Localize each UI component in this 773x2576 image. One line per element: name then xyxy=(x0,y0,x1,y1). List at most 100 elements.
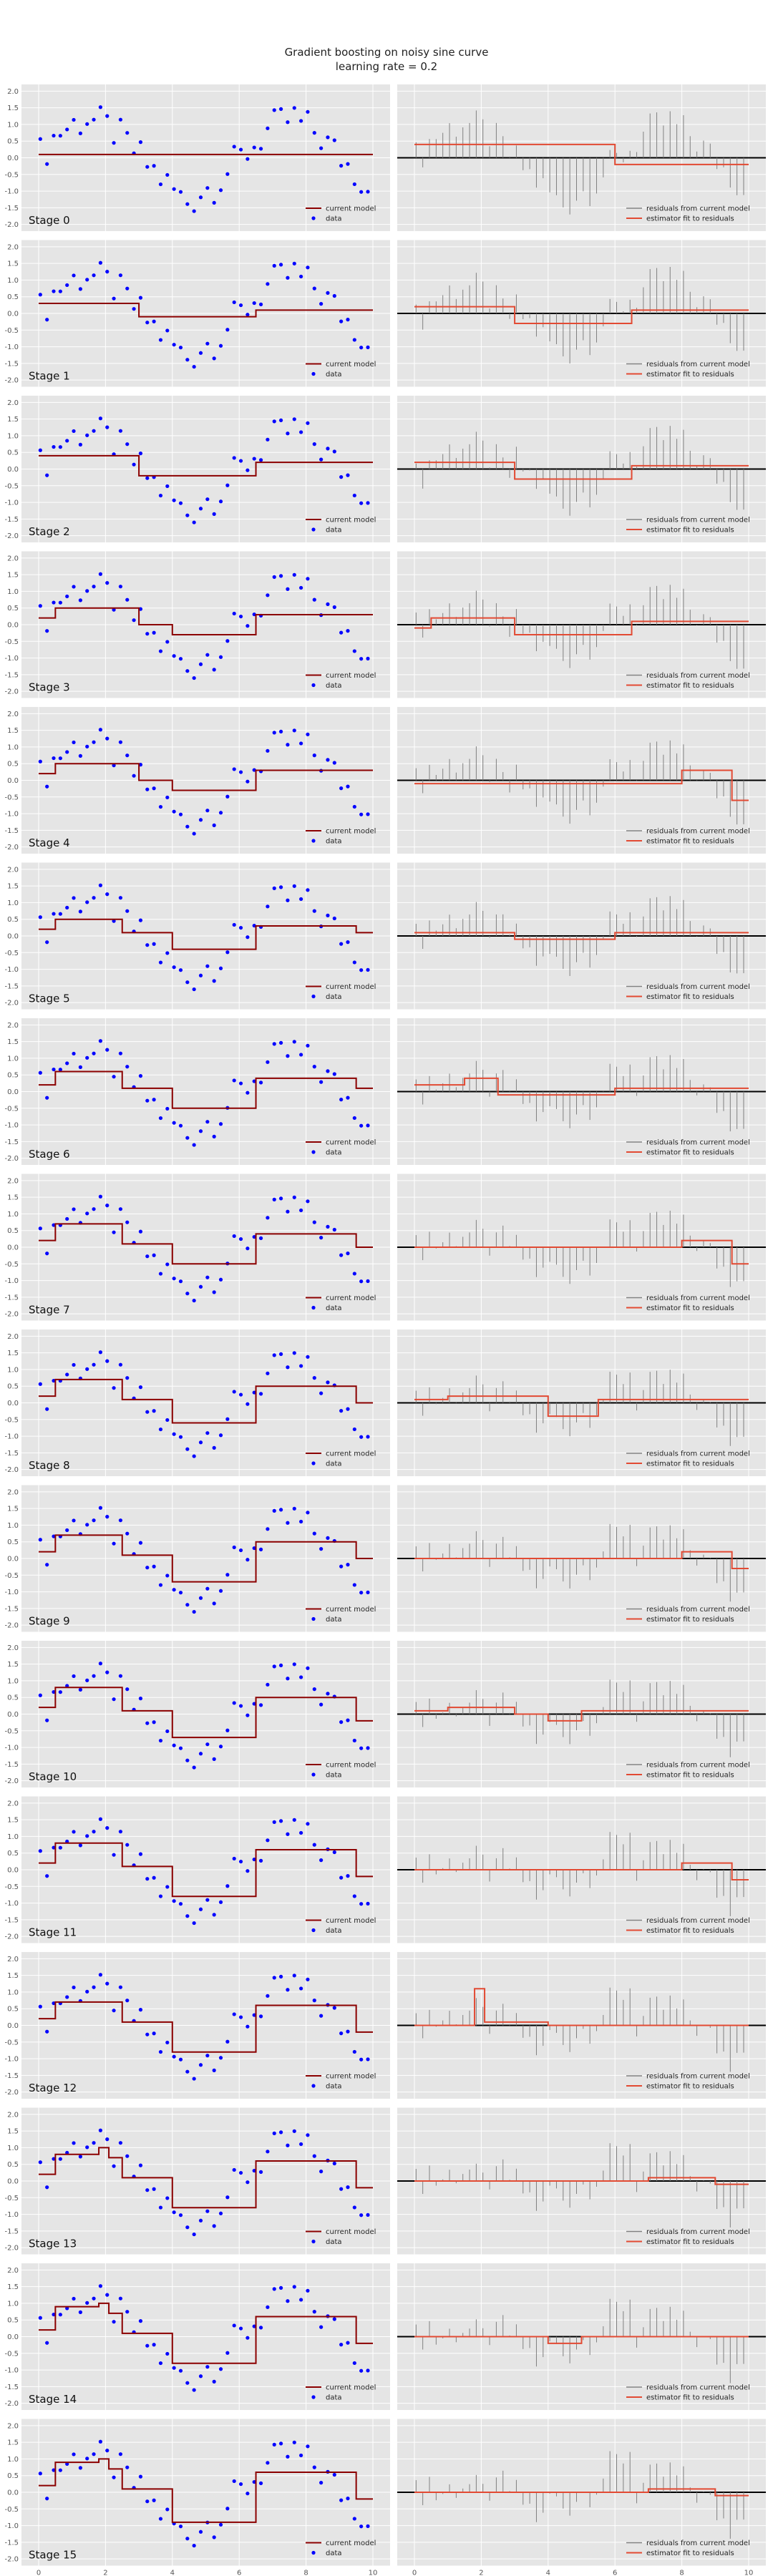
data-point xyxy=(339,2031,344,2036)
y-tick-label: 0.0 xyxy=(7,1244,19,1252)
data-point xyxy=(192,1609,196,1614)
data-point xyxy=(366,190,370,194)
data-point xyxy=(205,341,210,346)
legend-estimator-label: estimator fit to residuals xyxy=(646,2238,734,2246)
data-point xyxy=(312,1065,316,1069)
y-tick-label: 1.0 xyxy=(7,743,19,751)
data-point xyxy=(152,2031,156,2036)
estimator-line xyxy=(414,462,749,480)
data-point xyxy=(58,2313,62,2317)
data-point xyxy=(45,2341,49,2345)
data-point xyxy=(266,1216,270,1220)
data-point xyxy=(125,597,130,602)
data-point xyxy=(286,1988,290,1992)
data-point xyxy=(298,1208,303,1213)
y-tick-label: 1.0 xyxy=(7,2456,19,2464)
y-tick-label: -0.5 xyxy=(4,171,19,179)
legend-data-swatch xyxy=(311,2550,316,2555)
data-point xyxy=(218,2522,223,2527)
legend-model-label: current model xyxy=(326,1606,376,1614)
data-point xyxy=(65,283,69,288)
data-point xyxy=(178,1746,183,1750)
data-point xyxy=(152,319,156,323)
data-point xyxy=(38,293,42,297)
data-point xyxy=(278,1196,283,1201)
data-point xyxy=(272,419,276,424)
y-tick-label: 0.5 xyxy=(7,605,19,613)
data-point xyxy=(98,1662,102,1666)
data-point xyxy=(138,2163,143,2167)
y-tick-label: -1.5 xyxy=(4,1138,19,1146)
data-point xyxy=(138,2319,143,2323)
data-point xyxy=(272,2131,276,2135)
current-model-line xyxy=(39,1378,373,1424)
y-tick-label: 2.0 xyxy=(7,2111,19,2119)
data-point xyxy=(319,457,324,462)
data-point xyxy=(218,2211,223,2215)
data-point xyxy=(212,2224,216,2228)
data-point xyxy=(346,1252,350,1256)
legend-residuals-label: residuals from current model xyxy=(646,1294,750,1302)
data-point xyxy=(38,2472,42,2476)
current-model-line xyxy=(39,1534,373,1583)
y-tick-label: 0.0 xyxy=(7,777,19,785)
data-point xyxy=(218,1589,223,1593)
y-tick-label: -0.5 xyxy=(4,2195,19,2202)
data-point xyxy=(212,2068,216,2072)
legend-model-label: current model xyxy=(326,2228,376,2236)
y-tick-label: -2.0 xyxy=(4,1000,19,1008)
data-point xyxy=(346,2497,350,2501)
data-point xyxy=(326,913,330,917)
data-point xyxy=(245,1713,250,1717)
data-point xyxy=(72,1362,76,1367)
data-point xyxy=(326,1692,330,1696)
data-point xyxy=(52,2001,56,2006)
data-point xyxy=(306,1666,310,1670)
data-point xyxy=(118,740,123,744)
data-point xyxy=(72,585,76,589)
data-point xyxy=(306,1977,310,1981)
data-point xyxy=(366,1590,370,1595)
data-point xyxy=(212,1757,216,1761)
data-point xyxy=(225,1884,230,1888)
data-point xyxy=(225,1417,230,1421)
y-tick-label: 0.0 xyxy=(7,466,19,474)
data-point xyxy=(85,1211,89,1216)
legend-estimator-label: estimator fit to residuals xyxy=(646,2550,734,2557)
legend-model-label: current model xyxy=(326,1917,376,1925)
data-point xyxy=(152,1564,156,1568)
data-point xyxy=(45,1563,49,1567)
data-point xyxy=(286,1365,290,1370)
data-point xyxy=(112,763,116,768)
data-point xyxy=(198,507,203,511)
legend-estimator-label: estimator fit to residuals xyxy=(646,2083,734,2091)
legend-model-label: current model xyxy=(326,2540,376,2547)
stage-label: Stage 5 xyxy=(29,992,70,1005)
data-point xyxy=(312,1999,316,2003)
data-point xyxy=(266,2150,270,2154)
legend-data-swatch xyxy=(311,1928,316,1933)
data-point xyxy=(359,2368,364,2373)
data-point xyxy=(192,209,196,213)
data-point xyxy=(298,2298,303,2302)
data-point xyxy=(346,784,350,789)
current-model-line xyxy=(39,454,373,477)
estimator-line xyxy=(414,932,749,940)
current-model-line xyxy=(39,2147,373,2209)
y-tick-label: 1.5 xyxy=(7,2283,19,2291)
stage-row: 2.0 1.5 1.0 0.5 0.0 -0.5 -1.0 -1.5 -2.0 Stage 7 cu… xyxy=(4,1174,766,1321)
data-point xyxy=(105,1515,110,1519)
x-tick-label-left: 10 xyxy=(369,2570,378,2576)
data-point xyxy=(125,2154,130,2158)
data-point xyxy=(266,437,270,441)
data-point xyxy=(145,165,150,169)
data-point xyxy=(172,809,176,814)
data-point xyxy=(38,137,42,141)
legend-data-swatch xyxy=(311,527,316,532)
data-point xyxy=(145,787,150,791)
data-point xyxy=(192,520,196,525)
data-point xyxy=(238,2170,243,2175)
legend-estimator-label: estimator fit to residuals xyxy=(646,371,734,379)
data-point xyxy=(65,127,69,132)
data-point xyxy=(238,1081,243,1085)
